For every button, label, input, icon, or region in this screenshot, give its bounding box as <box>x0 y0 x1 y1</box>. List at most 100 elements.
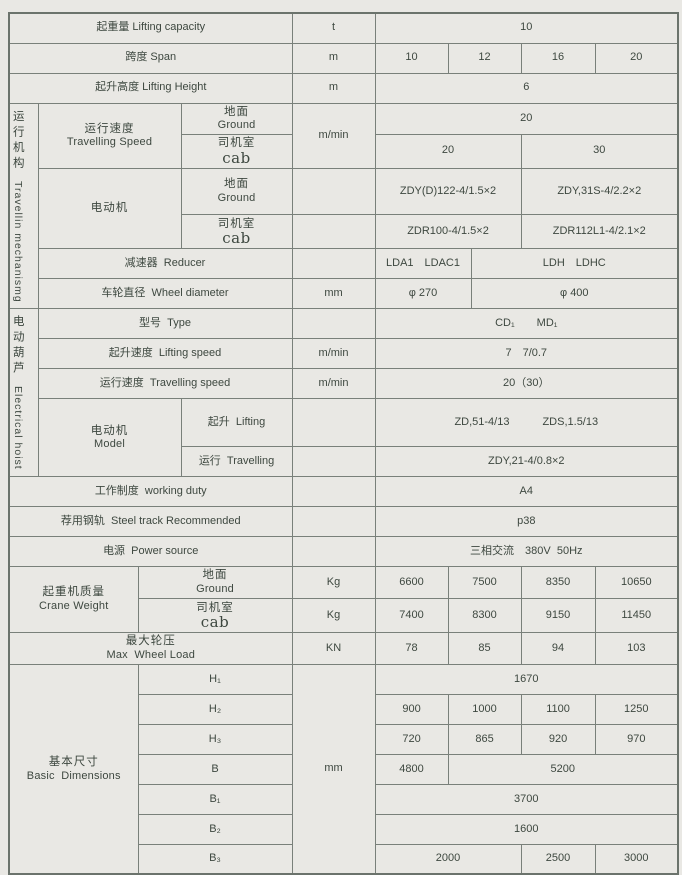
dimension-b3-sublabel: B₃ <box>137 843 293 875</box>
crane-weight-label: 起重机质量 Crane Weight <box>8 565 139 633</box>
hoist-travelling-speed-unit: m/min <box>291 368 376 400</box>
lifting-capacity-unit: t <box>291 12 376 44</box>
dimension-h3-value: 920 <box>520 723 596 755</box>
travel-motor-ground-value: ZDY,31S-4/2.2×2 <box>520 167 679 216</box>
travelling-mechanism-section-label: 运行机构 Travellin mechanismg <box>8 102 39 310</box>
dimension-h2-value: 1000 <box>447 693 522 725</box>
dimension-b3-value: 2000 <box>374 843 522 875</box>
hoist-type-label: 型号 Type <box>37 308 293 340</box>
hoist-lifting-speed-unit: m/min <box>291 338 376 370</box>
travelling-speed-label: 运行速度 Travelling Speed <box>37 102 182 169</box>
travel-motor-cab-sublabel: 司机室 cab <box>180 214 293 250</box>
travel-motor-ground-unit-empty <box>291 167 376 216</box>
travel-motor-ground-value: ZDY(D)122-4/1.5×2 <box>374 167 522 216</box>
dimension-b-sublabel: B <box>137 753 293 785</box>
reducer-unit-empty <box>291 248 376 280</box>
scanned-crane-spec-sheet: 起重量 Lifting capacity t 10 跨度 Span m 10 1… <box>8 12 680 875</box>
crane-weight-cab-sublabel: 司机室 cab <box>137 597 293 633</box>
hoist-motor-travelling-unit-empty <box>291 445 376 477</box>
crane-weight-ground-sublabel: 地面 Ground <box>137 565 293 599</box>
crane-weight-ground-value: 10650 <box>594 565 679 599</box>
hoist-motor-lifting-value: ZD,51-4/13 ZDS,1.5/13 <box>374 398 679 447</box>
travelling-speed-ground-value: 20 <box>374 102 679 135</box>
working-duty-value: A4 <box>374 475 679 507</box>
hoist-motor-travelling-sublabel: 运行 Travelling <box>180 445 293 477</box>
dimension-h2-value: 900 <box>374 693 449 725</box>
wheel-diameter-label: 车轮直径 Wheel diameter <box>37 278 293 310</box>
power-source-unit-empty <box>291 535 376 567</box>
crane-weight-ground-value: 8350 <box>520 565 596 599</box>
travel-motor-ground-sublabel: 地面 Ground <box>180 167 293 216</box>
span-value: 20 <box>594 42 679 74</box>
lifting-height-unit: m <box>291 72 376 104</box>
travel-motor-cab-value: ZDR112L1-4/2.1×2 <box>520 214 679 250</box>
dimension-h1-sublabel: H₁ <box>137 663 293 695</box>
crane-specification-table: 起重量 Lifting capacity t 10 跨度 Span m 10 1… <box>8 12 680 875</box>
hoist-motor-lifting-sublabel: 起升 Lifting <box>180 398 293 447</box>
hoist-type-value: CD₁ MD₁ <box>374 308 679 340</box>
crane-weight-ground-unit: Kg <box>291 565 376 599</box>
hoist-type-unit-empty <box>291 308 376 340</box>
steel-track-value: p38 <box>374 505 679 537</box>
travel-motor-cab-value: ZDR100-4/1.5×2 <box>374 214 522 250</box>
max-wheel-load-value: 94 <box>520 631 596 665</box>
lifting-height-label: 起升高度 Lifting Height <box>8 72 293 104</box>
dimension-b3-value: 2500 <box>520 843 596 875</box>
lifting-height-value: 6 <box>374 72 679 104</box>
working-duty-unit-empty <box>291 475 376 507</box>
dimension-b-value: 4800 <box>374 753 449 785</box>
crane-weight-ground-value: 7500 <box>447 565 522 599</box>
hoist-motor-travelling-value: ZDY,21-4/0.8×2 <box>374 445 679 477</box>
travelling-speed-ground-sublabel: 地面 Ground <box>180 102 293 135</box>
dimension-h3-value: 865 <box>447 723 522 755</box>
wheel-diameter-value: φ 400 <box>470 278 679 310</box>
max-wheel-load-unit: KN <box>291 631 376 665</box>
span-label: 跨度 Span <box>8 42 293 74</box>
max-wheel-load-value: 103 <box>594 631 679 665</box>
travelling-speed-cab-sublabel: 司机室 cab <box>180 133 293 169</box>
power-source-label: 电源 Power source <box>8 535 293 567</box>
reducer-value: LDH LDHC <box>470 248 679 280</box>
span-value: 12 <box>447 42 522 74</box>
crane-weight-cab-value: 9150 <box>520 597 596 633</box>
span-value: 16 <box>520 42 596 74</box>
power-source-value: 三相交流 380V 50Hz <box>374 535 679 567</box>
lifting-capacity-value: 10 <box>374 12 679 44</box>
reducer-value: LDA1 LDAC1 <box>374 248 472 280</box>
steel-track-label: 荐用钢轨 Steel track Recommended <box>8 505 293 537</box>
max-wheel-load-value: 85 <box>447 631 522 665</box>
dimension-b1-sublabel: B₁ <box>137 783 293 815</box>
max-wheel-load-value: 78 <box>374 631 449 665</box>
dimension-b3-value: 3000 <box>594 843 679 875</box>
travelling-speed-unit: m/min <box>291 102 376 169</box>
dimension-b1-value: 3700 <box>374 783 679 815</box>
section-label-zh: 运行机构 <box>11 109 24 172</box>
max-wheel-load-label: 最大轮压 Max Wheel Load <box>8 631 293 665</box>
section-label-en: Travellin mechanismg <box>11 180 24 303</box>
basic-dimensions-label: 基本尺寸 Basic Dimensions <box>8 663 139 875</box>
crane-weight-ground-value: 6600 <box>374 565 449 599</box>
travelling-speed-cab-value: 30 <box>520 133 679 169</box>
wheel-diameter-unit: mm <box>291 278 376 310</box>
travel-motor-cab-unit-empty <box>291 214 376 250</box>
electrical-hoist-section-label: 电动葫芦 Electrical hoist <box>8 308 39 477</box>
travel-motor-label: 电动机 <box>37 167 182 250</box>
travelling-speed-cab-value: 20 <box>374 133 522 169</box>
dimension-b-value: 5200 <box>447 753 679 785</box>
hoist-lifting-speed-label: 起升速度 Lifting speed <box>37 338 293 370</box>
dimension-h3-value: 720 <box>374 723 449 755</box>
dimension-h2-value: 1100 <box>520 693 596 725</box>
crane-weight-cab-value: 7400 <box>374 597 449 633</box>
span-value: 10 <box>374 42 449 74</box>
working-duty-label: 工作制度 working duty <box>8 475 293 507</box>
basic-dimensions-unit: mm <box>291 663 376 875</box>
crane-weight-cab-value: 8300 <box>447 597 522 633</box>
crane-weight-cab-value: 11450 <box>594 597 679 633</box>
hoist-travelling-speed-label: 运行速度 Travelling speed <box>37 368 293 400</box>
dimension-h3-sublabel: H₃ <box>137 723 293 755</box>
section-label-zh: 电动葫芦 <box>11 315 24 378</box>
dimension-h2-sublabel: H₂ <box>137 693 293 725</box>
section-label-en: Electrical hoist <box>11 386 24 470</box>
span-unit: m <box>291 42 376 74</box>
dimension-h1-value: 1670 <box>374 663 679 695</box>
